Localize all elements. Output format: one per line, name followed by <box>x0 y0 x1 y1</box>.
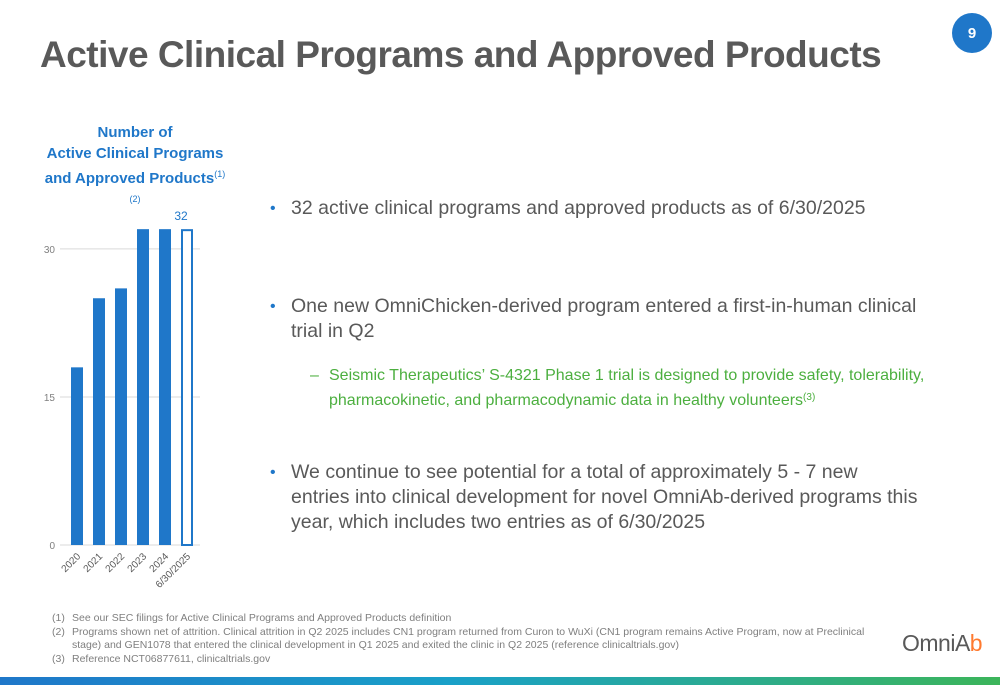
y-tick-label: 15 <box>44 393 56 404</box>
bar <box>181 229 193 546</box>
page-number-badge: 9 <box>952 13 992 53</box>
y-tick-label: 0 <box>49 541 55 552</box>
footnotes: (1) See our SEC filings for Active Clini… <box>52 612 872 666</box>
bar <box>115 288 127 545</box>
footnote: (2) Programs shown net of attrition. Cli… <box>52 626 872 653</box>
bullet-item: • We continue to see potential for a tot… <box>270 460 920 535</box>
bullet-item: • One new OmniChicken-derived program en… <box>270 294 920 344</box>
bullet-dot-icon: • <box>270 298 276 315</box>
bar <box>93 298 105 545</box>
chart-heading-line-3: and Approved Products(1)(2) <box>40 164 230 214</box>
bullet-text: 32 active clinical programs and approved… <box>291 197 866 219</box>
x-tick-label: 2020 <box>60 551 84 575</box>
chart-heading-line-1: Number of <box>97 124 173 141</box>
footnote-number: (2) <box>52 625 65 638</box>
bullet-item: • 32 active clinical programs and approv… <box>270 196 920 221</box>
sub-bullet-text-wrap: Seismic Therapeutics’ S-4321 Phase 1 tri… <box>310 365 930 412</box>
chart-heading-line-3-text: and Approved Products <box>44 170 215 187</box>
footnote-text: See our SEC filings for Active Clinical … <box>72 612 452 624</box>
bottom-gradient-bar <box>0 677 1000 685</box>
footnote: (3) Reference NCT06877611, clinicaltrial… <box>52 653 872 667</box>
footnote-number: (1) <box>52 612 65 624</box>
data-label: 32 <box>174 209 188 223</box>
chart-heading-line-2: Active Clinical Programs <box>46 145 224 162</box>
bar <box>137 229 149 545</box>
x-tick-label: 2022 <box>104 551 128 575</box>
x-tick-label: 2023 <box>126 551 150 575</box>
bar <box>159 229 171 545</box>
footnote-text: Reference NCT06877611, clinicaltrials.go… <box>72 652 271 665</box>
omniab-logo: OmniAb <box>902 630 983 657</box>
footnote: (1) See our SEC filings for Active Clini… <box>52 612 872 626</box>
chart-heading-footnote-ref: (1)(2) <box>129 169 226 204</box>
y-tick-label: 30 <box>44 245 56 256</box>
x-tick-label: 2021 <box>82 551 106 575</box>
bullet-dot-icon: • <box>270 464 276 481</box>
bar <box>71 367 83 545</box>
footnote-text: Programs shown net of attrition. Clinica… <box>72 625 865 652</box>
bullet-text: One new OmniChicken-derived program ente… <box>291 295 917 342</box>
logo-main: OmniA <box>902 630 970 656</box>
sub-bullet-footnote-ref: (3) <box>803 392 816 403</box>
page-title: Active Clinical Programs and Approved Pr… <box>40 34 882 75</box>
logo-accent: b <box>969 630 983 656</box>
chart-heading: Number of Active Clinical Programs and A… <box>40 122 230 214</box>
sub-bullet-text: Seismic Therapeutics’ S-4321 Phase 1 tri… <box>329 367 925 409</box>
bullet-text: We continue to see potential for a total… <box>291 461 918 533</box>
footnote-number: (3) <box>52 652 65 665</box>
bullet-dot-icon: • <box>270 200 276 217</box>
sub-bullet-dash: – <box>310 367 319 384</box>
sub-bullet-item: – Seismic Therapeutics’ S-4321 Phase 1 t… <box>310 365 930 412</box>
